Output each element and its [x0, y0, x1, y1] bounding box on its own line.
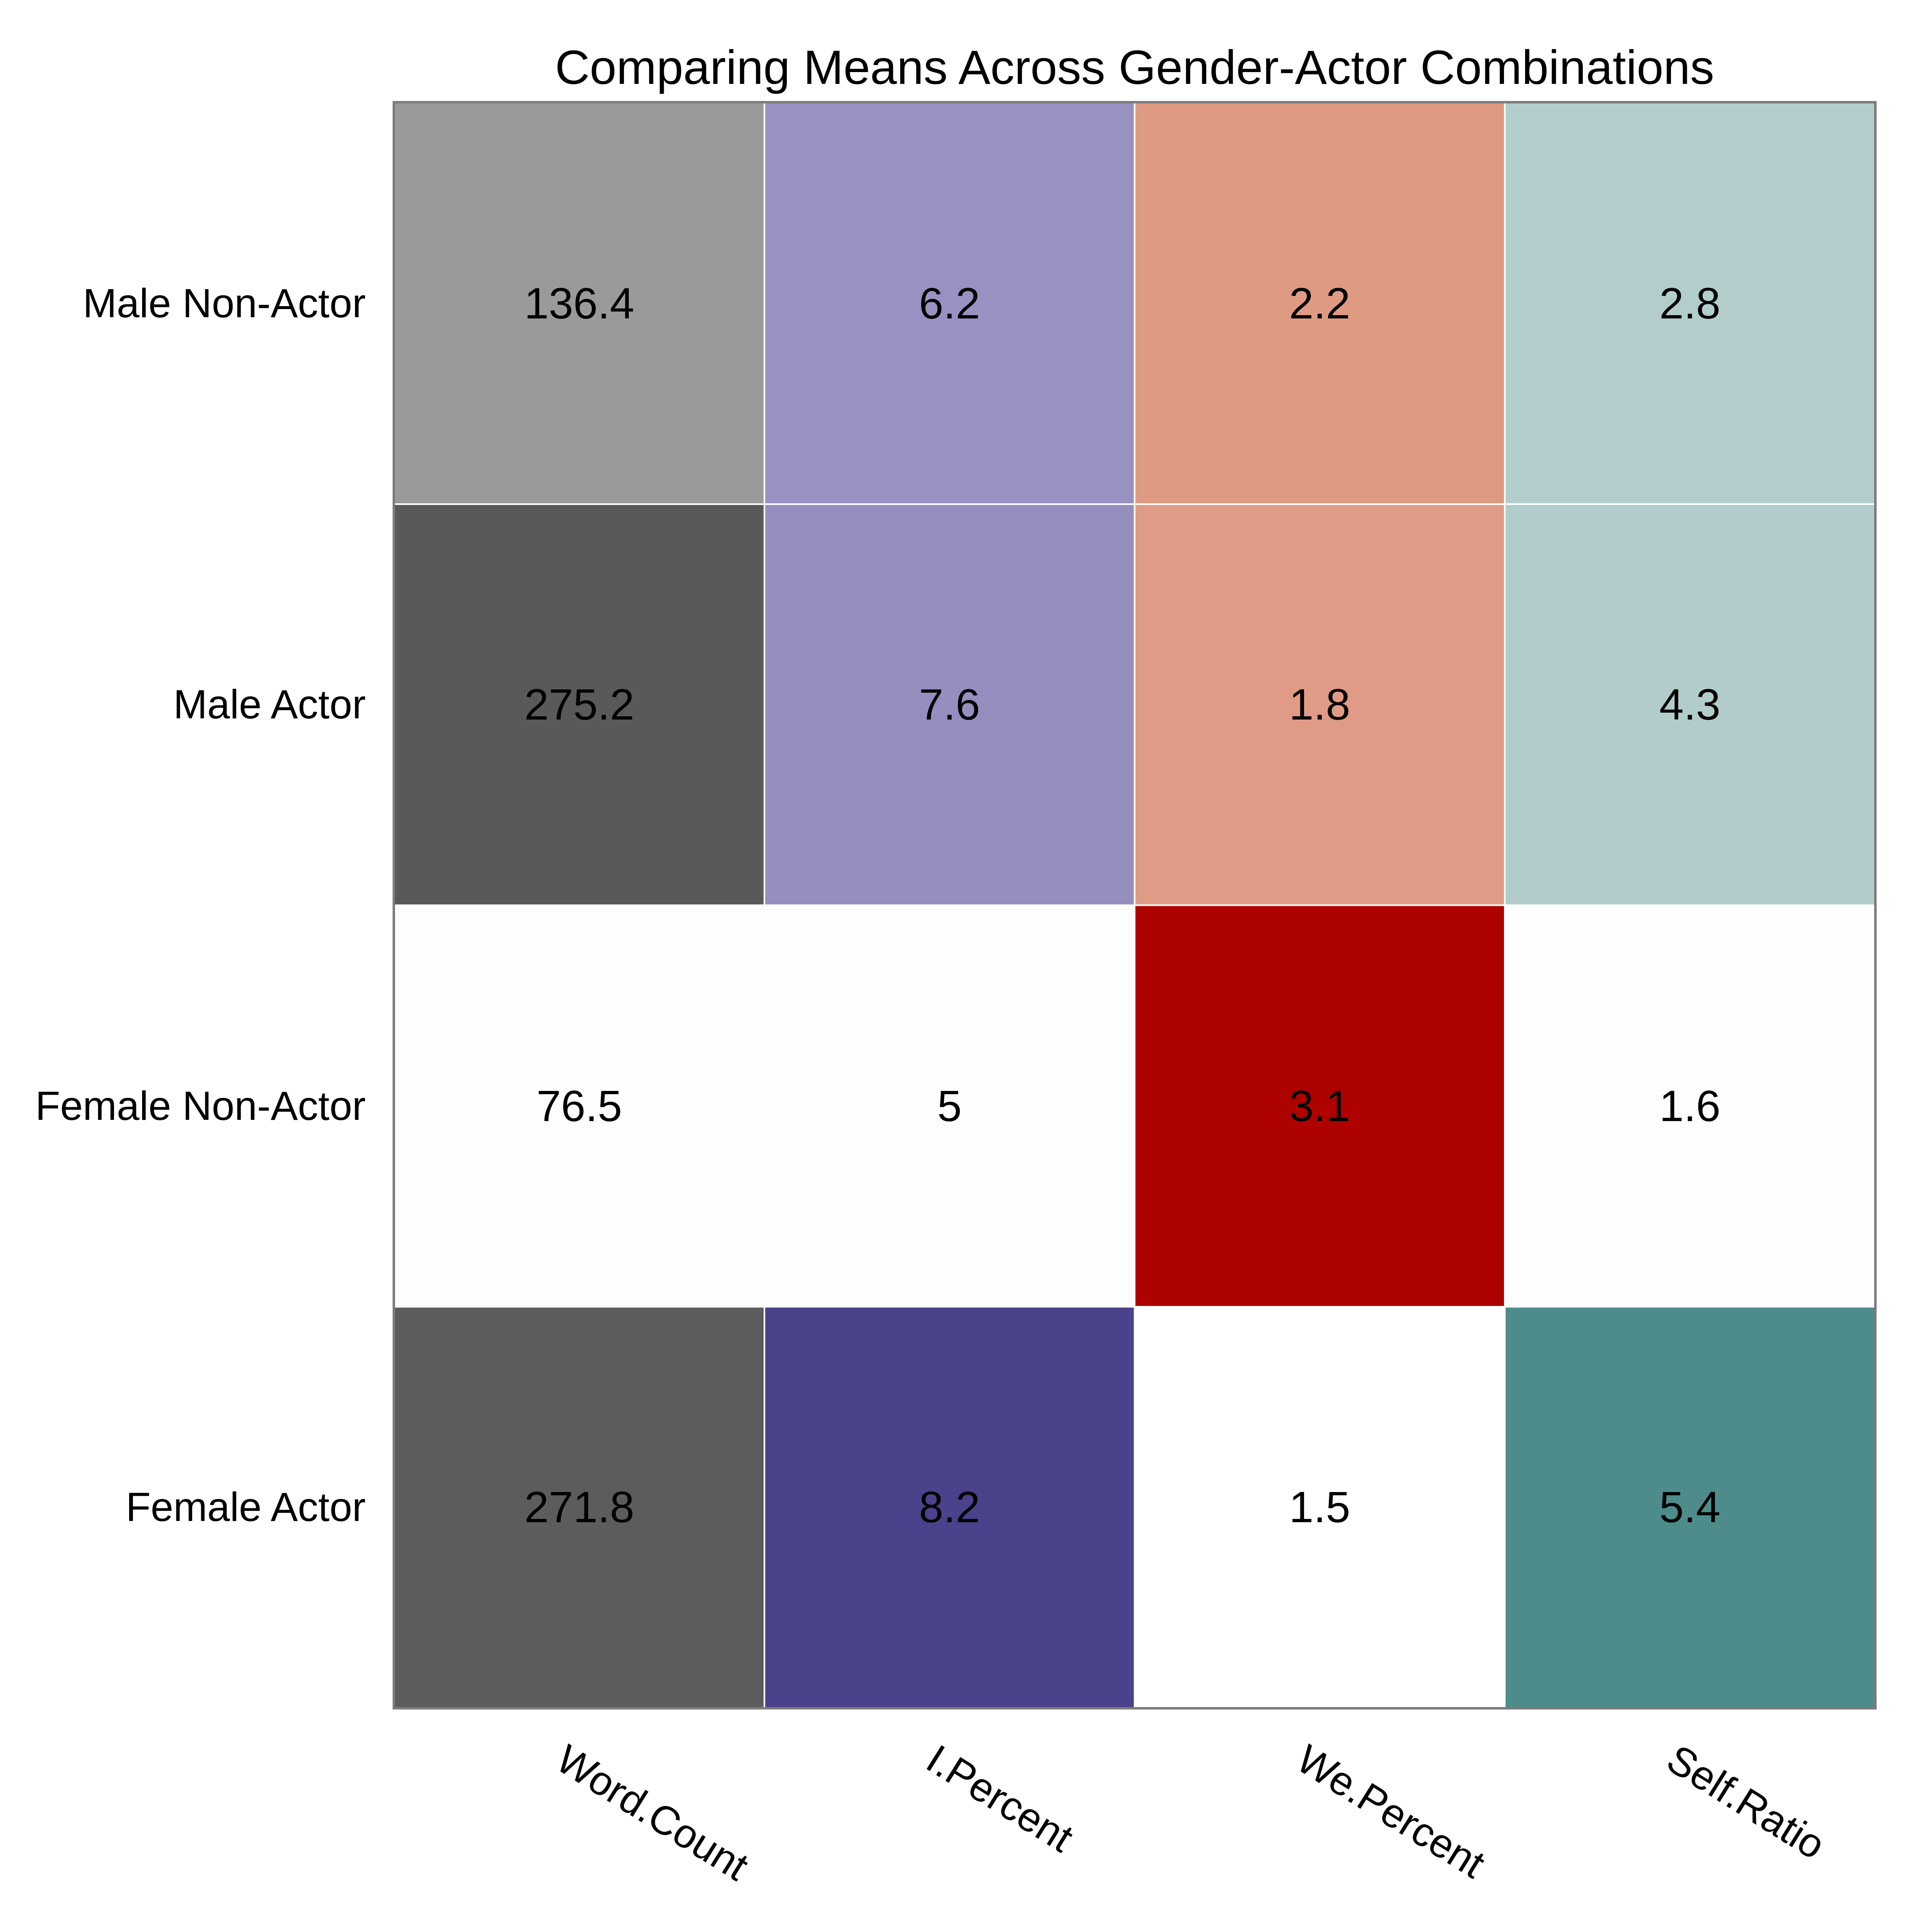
- heatmap-cell: 6.2: [765, 103, 1134, 503]
- heatmap-cell: 5: [765, 906, 1134, 1306]
- heatmap-cell: 2.8: [1506, 103, 1874, 503]
- heatmap-cell: 271.8: [395, 1307, 764, 1707]
- heatmap-cell: 1.5: [1135, 1307, 1504, 1707]
- heatmap-cell: 2.2: [1135, 103, 1504, 503]
- x-axis-label: Word.Count: [548, 1736, 756, 1889]
- heatmap-cell: 8.2: [765, 1307, 1134, 1707]
- heatmap-cell: 1.6: [1506, 906, 1874, 1306]
- chart-title: Comparing Means Across Gender-Actor Comb…: [555, 41, 1715, 94]
- x-axis-label: We.Percent: [1289, 1736, 1493, 1887]
- y-axis-label: Female Non-Actor: [35, 1083, 366, 1129]
- heatmap-cell: 3.1: [1135, 906, 1504, 1306]
- heatmap-cell: 76.5: [395, 906, 764, 1306]
- heatmap-cell: 136.4: [395, 103, 764, 503]
- heatmap-panel: 136.4 6.2 2.2 2.8 275.2 7.6 1.8 4.3 76.5 5 3.1 1.6 2…: [393, 101, 1877, 1710]
- y-axis-label: Male Non-Actor: [83, 280, 366, 326]
- y-axis-label: Female Actor: [125, 1484, 366, 1530]
- heatmap-cell: 7.6: [765, 505, 1134, 904]
- heatmap-cell: 4.3: [1506, 505, 1874, 904]
- y-axis-label: Male Actor: [173, 682, 366, 728]
- heatmap-cell: 5.4: [1506, 1307, 1874, 1707]
- x-axis-label: Self.Ratio: [1659, 1736, 1833, 1868]
- x-axis-label: I.Percent: [918, 1736, 1081, 1861]
- heatmap-cell: 275.2: [395, 505, 764, 904]
- heatmap-cell: 1.8: [1135, 505, 1504, 904]
